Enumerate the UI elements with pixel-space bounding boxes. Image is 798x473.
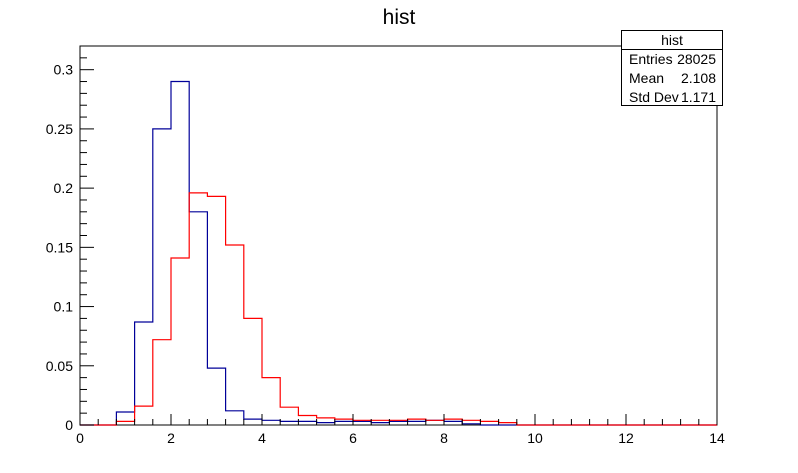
x-tick-label: 6 (349, 430, 357, 446)
stats-label: Std Dev (629, 89, 679, 105)
stats-label: Mean (629, 70, 665, 86)
stats-box: hist Entries 28025 Mean 2.108 Std Dev 1.… (621, 30, 723, 106)
x-tick-label: 0 (76, 430, 84, 446)
y-tick-label: 0.15 (46, 239, 73, 255)
x-tick-label: 4 (258, 430, 266, 446)
y-tick-label: 0 (65, 417, 73, 433)
stats-box-title: hist (622, 31, 722, 50)
histogram-series-2 (80, 192, 717, 426)
y-tick-label: 0.05 (46, 358, 73, 374)
x-tick-label: 12 (618, 430, 634, 446)
chart-title: hist (382, 6, 416, 29)
x-tick-label: 2 (167, 430, 175, 446)
stats-label: Entries (629, 51, 673, 67)
stats-row-std-dev: Std Dev 1.171 (622, 88, 722, 107)
stats-row-mean: Mean 2.108 (622, 69, 722, 88)
stats-value: 28025 (677, 51, 716, 67)
stats-value: 2.108 (680, 70, 716, 86)
y-tick-label: 0.2 (54, 180, 74, 196)
y-tick-label: 0.1 (54, 299, 74, 315)
stats-row-entries: Entries 28025 (622, 50, 722, 69)
stats-value: 1.171 (680, 89, 716, 105)
y-tick-label: 0.3 (54, 62, 74, 78)
x-tick-label: 14 (709, 430, 725, 446)
x-tick-label: 8 (440, 430, 448, 446)
y-tick-label: 0.25 (46, 121, 73, 137)
histogram-series-1 (80, 80, 717, 426)
x-tick-label: 10 (527, 430, 543, 446)
